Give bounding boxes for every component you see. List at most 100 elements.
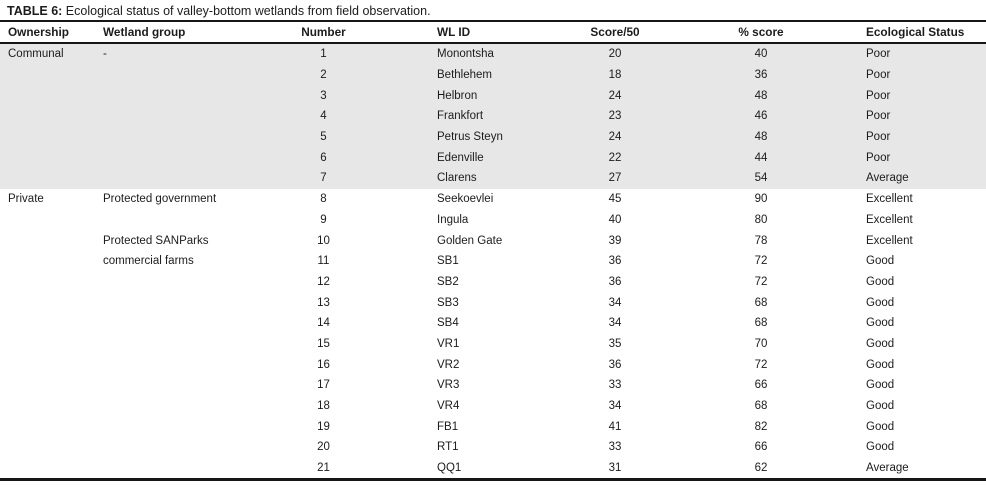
cell-ownership bbox=[0, 375, 95, 396]
cell-number: 20 bbox=[317, 441, 330, 454]
cell-number: 15 bbox=[317, 337, 330, 350]
table-row: 6 Edenville 22 44 Poor bbox=[0, 147, 986, 169]
cell-score: 34 bbox=[608, 296, 622, 309]
cell-ownership bbox=[0, 65, 95, 86]
cell-number: 21 bbox=[317, 462, 330, 475]
cell-number: 3 bbox=[320, 89, 327, 102]
table-row: 7 Clarens 27 54 Average bbox=[0, 168, 986, 189]
cell-ownership bbox=[0, 396, 95, 417]
cell-pct-score: 46 bbox=[754, 110, 768, 123]
cell-ownership bbox=[0, 106, 95, 127]
cell-pct-score: 72 bbox=[754, 358, 768, 371]
table-row: 12 SB2 36 72 Good bbox=[0, 272, 986, 293]
cell-number: 8 bbox=[320, 193, 327, 206]
cell-status: Good bbox=[866, 400, 895, 413]
table-caption: TABLE 6: Ecological status of valley-bot… bbox=[0, 0, 986, 22]
cell-number: 16 bbox=[317, 358, 330, 371]
cell-wl-id: VR4 bbox=[437, 400, 460, 413]
cell-status: Good bbox=[866, 296, 895, 309]
table-row: 17 VR3 33 66 Good bbox=[0, 375, 986, 396]
cell-score: 41 bbox=[608, 420, 622, 433]
table-row: 19 FB1 41 82 Good bbox=[0, 416, 986, 437]
cell-number: 17 bbox=[317, 379, 330, 392]
cell-wl-id: VR2 bbox=[437, 358, 460, 371]
cell-pct-score: 70 bbox=[754, 337, 768, 350]
cell-pct-score: 68 bbox=[754, 400, 768, 413]
cell-wl-id: SB4 bbox=[437, 317, 459, 330]
cell-ownership bbox=[0, 437, 95, 458]
cell-pct-score: 36 bbox=[754, 69, 768, 82]
cell-wl-id: VR1 bbox=[437, 337, 460, 350]
cell-pct-score: 80 bbox=[754, 213, 768, 226]
cell-wetland-group bbox=[95, 354, 292, 375]
cell-wl-id: Petrus Steyn bbox=[437, 131, 503, 144]
column-header-ownership: Ownership bbox=[8, 25, 69, 39]
cell-status: Good bbox=[866, 358, 895, 371]
cell-pct-score: 90 bbox=[754, 193, 768, 206]
column-header-pct-score: % score bbox=[738, 25, 784, 39]
cell-ownership bbox=[0, 147, 95, 168]
cell-pct-score: 68 bbox=[754, 296, 768, 309]
table-row: 15 VR1 35 70 Good bbox=[0, 334, 986, 355]
cell-pct-score: 66 bbox=[754, 379, 768, 392]
cell-wetland-group bbox=[95, 416, 292, 437]
cell-ownership bbox=[0, 168, 95, 189]
cell-wl-id: SB2 bbox=[437, 275, 459, 288]
cell-wetland-group bbox=[95, 272, 292, 293]
cell-number: 18 bbox=[317, 400, 330, 413]
table-row: 18 VR4 34 68 Good bbox=[0, 396, 986, 417]
cell-score: 36 bbox=[608, 255, 622, 268]
column-header-wetland-group: Wetland group bbox=[103, 25, 186, 39]
cell-wl-id: RT1 bbox=[437, 441, 459, 454]
cell-wl-id: SB3 bbox=[437, 296, 459, 309]
cell-score: 33 bbox=[608, 379, 622, 392]
cell-status: Good bbox=[866, 275, 895, 288]
cell-ownership bbox=[0, 313, 95, 334]
cell-ownership bbox=[0, 354, 95, 375]
cell-number: 19 bbox=[317, 420, 330, 433]
cell-score: 22 bbox=[608, 151, 622, 164]
cell-wetland-group bbox=[95, 127, 292, 148]
cell-pct-score: 62 bbox=[754, 462, 768, 475]
cell-status: Good bbox=[866, 255, 895, 268]
cell-wetland-group bbox=[95, 396, 292, 417]
cell-number: 11 bbox=[317, 255, 330, 268]
table-row: 4 Frankfort 23 46 Poor bbox=[0, 106, 986, 127]
cell-score: 35 bbox=[608, 337, 622, 350]
table-row: Communal - 1 Monontsha 20 40 Poor bbox=[0, 43, 986, 65]
cell-wl-id: SB1 bbox=[437, 255, 459, 268]
cell-status: Average bbox=[866, 172, 909, 185]
column-header-ecological-status: Ecological Status bbox=[866, 25, 965, 39]
cell-ownership bbox=[0, 334, 95, 355]
cell-ownership bbox=[0, 210, 95, 231]
cell-wetland-group bbox=[95, 65, 292, 86]
cell-wl-id: QQ1 bbox=[437, 462, 462, 475]
table-row: 9 Ingula 40 80 Excellent bbox=[0, 210, 986, 231]
cell-number: 4 bbox=[320, 110, 327, 123]
cell-number: 2 bbox=[320, 69, 327, 82]
wetlands-status-table: Ownership Wetland group Number WL ID Sco… bbox=[0, 22, 986, 482]
cell-wl-id: Helbron bbox=[437, 89, 478, 102]
cell-wetland-group bbox=[95, 334, 292, 355]
cell-ownership bbox=[0, 85, 95, 106]
cell-wetland-group bbox=[95, 168, 292, 189]
column-header-number: Number bbox=[301, 25, 346, 39]
table-row: 14 SB4 34 68 Good bbox=[0, 313, 986, 334]
cell-status: Good bbox=[866, 337, 895, 350]
cell-pct-score: 66 bbox=[754, 441, 768, 454]
cell-status: Excellent bbox=[866, 193, 913, 206]
cell-wl-id: Ingula bbox=[437, 213, 469, 226]
cell-wetland-group: Protected government bbox=[103, 193, 217, 206]
cell-score: 20 bbox=[608, 48, 622, 61]
cell-wl-id: Clarens bbox=[437, 172, 477, 185]
cell-ownership bbox=[0, 251, 95, 272]
cell-wetland-group: - bbox=[103, 48, 107, 61]
cell-wetland-group bbox=[95, 147, 292, 168]
table-caption-label: TABLE 6: bbox=[7, 4, 63, 18]
cell-score: 40 bbox=[608, 213, 622, 226]
cell-wl-id: Frankfort bbox=[437, 110, 484, 123]
cell-ownership bbox=[0, 458, 95, 480]
cell-score: 39 bbox=[608, 234, 622, 247]
cell-wl-id: Seekoevlei bbox=[437, 193, 494, 206]
cell-wetland-group bbox=[95, 313, 292, 334]
